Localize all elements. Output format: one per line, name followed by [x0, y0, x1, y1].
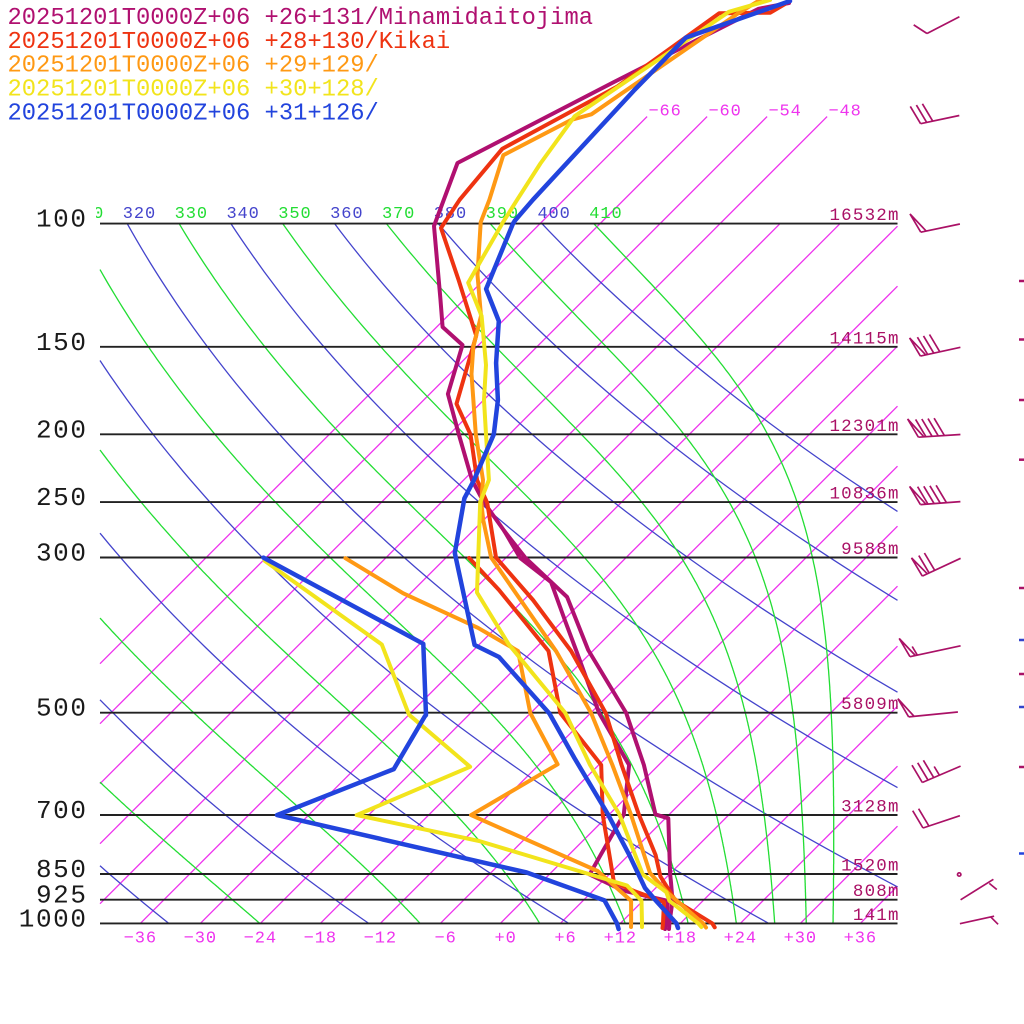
svg-text:5809m: 5809m — [841, 695, 900, 715]
svg-text:1000: 1000 — [19, 904, 88, 934]
svg-text:20251201T0000Z+06 +29+129/: 20251201T0000Z+06 +29+129/ — [8, 53, 379, 80]
svg-text:14115m: 14115m — [829, 329, 899, 349]
svg-text:+24: +24 — [724, 929, 757, 948]
svg-text:808m: 808m — [853, 882, 900, 902]
svg-text:−24: −24 — [244, 929, 277, 948]
svg-text:10836m: 10836m — [829, 485, 899, 505]
svg-text:12301m: 12301m — [829, 417, 899, 437]
svg-text:+30: +30 — [784, 929, 817, 948]
svg-text:−18: −18 — [304, 929, 337, 948]
svg-text:−66: −66 — [648, 103, 681, 122]
svg-text:20251201T0000Z+06 +28+130/Kika: 20251201T0000Z+06 +28+130/Kikai — [8, 29, 451, 56]
svg-text:300: 300 — [36, 539, 88, 569]
svg-text:−48: −48 — [828, 103, 861, 122]
svg-text:1520m: 1520m — [841, 857, 900, 877]
svg-text:150: 150 — [36, 328, 88, 358]
svg-text:−6: −6 — [434, 929, 456, 948]
svg-text:250: 250 — [36, 483, 88, 513]
svg-text:200: 200 — [36, 415, 88, 445]
svg-text:20251201T0000Z+06 +30+128/: 20251201T0000Z+06 +30+128/ — [8, 77, 379, 104]
svg-text:−36: −36 — [124, 929, 157, 948]
svg-text:400: 400 — [537, 205, 570, 224]
svg-text:370: 370 — [382, 205, 415, 224]
svg-text:350: 350 — [278, 205, 311, 224]
svg-text:−12: −12 — [364, 929, 397, 948]
svg-text:3128m: 3128m — [841, 798, 900, 818]
svg-text:9588m: 9588m — [841, 540, 900, 560]
svg-text:410: 410 — [589, 205, 622, 224]
svg-text:925: 925 — [36, 881, 88, 911]
svg-text:−60: −60 — [708, 103, 741, 122]
svg-text:−54: −54 — [768, 103, 801, 122]
svg-text:+0: +0 — [494, 929, 516, 948]
svg-text:850: 850 — [36, 855, 88, 885]
svg-text:+12: +12 — [604, 929, 637, 948]
svg-text:16532m: 16532m — [829, 206, 899, 226]
svg-text:360: 360 — [330, 205, 363, 224]
svg-text:20251201T0000Z+06 +31+126/: 20251201T0000Z+06 +31+126/ — [8, 100, 379, 127]
svg-text:20251201T0000Z+06 +26+131/Mina: 20251201T0000Z+06 +26+131/Minamidaitojim… — [8, 5, 594, 32]
svg-text:320: 320 — [123, 205, 156, 224]
svg-text:340: 340 — [226, 205, 259, 224]
svg-text:700: 700 — [36, 796, 88, 826]
svg-text:+6: +6 — [554, 929, 576, 948]
svg-text:+18: +18 — [664, 929, 697, 948]
svg-text:500: 500 — [36, 694, 88, 724]
svg-text:310: 310 — [71, 205, 104, 224]
svg-text:−30: −30 — [184, 929, 217, 948]
svg-text:330: 330 — [175, 205, 208, 224]
svg-text:+36: +36 — [844, 929, 877, 948]
svg-text:100: 100 — [36, 205, 88, 235]
svg-text:141m: 141m — [853, 906, 900, 926]
